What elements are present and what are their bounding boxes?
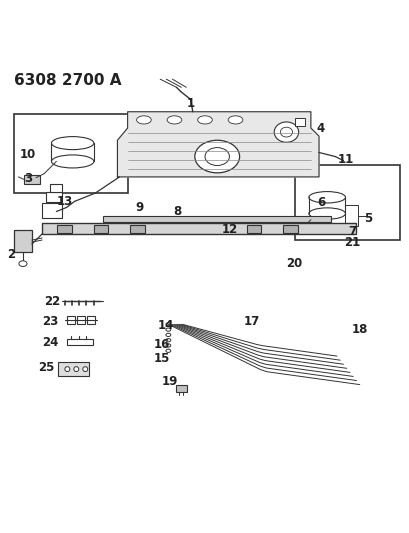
Text: 12: 12	[221, 223, 237, 236]
Text: 9: 9	[135, 201, 144, 214]
Ellipse shape	[166, 322, 171, 326]
Bar	[42, 222, 355, 234]
Bar	[294, 165, 400, 240]
Ellipse shape	[52, 155, 94, 168]
Bar	[13, 230, 32, 252]
Text: 20: 20	[286, 257, 302, 270]
Ellipse shape	[280, 127, 292, 137]
Text: 21: 21	[344, 236, 360, 249]
Bar	[42, 204, 62, 217]
Text: 11: 11	[337, 154, 353, 166]
Ellipse shape	[204, 148, 229, 166]
Text: 6: 6	[316, 196, 324, 208]
Text: 15: 15	[154, 352, 170, 365]
Ellipse shape	[197, 116, 212, 124]
Ellipse shape	[166, 344, 171, 347]
Bar	[283, 225, 297, 233]
Text: 7: 7	[348, 225, 355, 238]
Bar	[58, 362, 89, 376]
Text: 16: 16	[153, 338, 169, 351]
Ellipse shape	[136, 116, 151, 124]
Bar	[94, 225, 108, 233]
Ellipse shape	[274, 122, 298, 142]
Bar	[46, 192, 62, 202]
Text: 8: 8	[173, 205, 181, 218]
Text: 10: 10	[20, 148, 36, 161]
Text: 17: 17	[243, 315, 259, 328]
Bar	[130, 225, 145, 233]
Text: 25: 25	[38, 361, 54, 374]
Bar	[66, 316, 74, 324]
Text: 19: 19	[161, 375, 178, 388]
Ellipse shape	[166, 349, 171, 352]
Text: 2: 2	[7, 248, 16, 261]
Bar	[76, 316, 85, 324]
Ellipse shape	[52, 136, 94, 150]
Polygon shape	[117, 112, 318, 177]
Ellipse shape	[166, 338, 171, 342]
Ellipse shape	[83, 367, 88, 372]
Text: 24: 24	[42, 336, 58, 349]
Ellipse shape	[166, 328, 171, 331]
Bar	[246, 225, 261, 233]
Bar	[13, 114, 127, 193]
Bar	[66, 338, 93, 345]
Bar	[24, 175, 40, 184]
Text: 4: 4	[316, 122, 324, 134]
Text: 5: 5	[363, 212, 371, 225]
Text: 18: 18	[351, 323, 367, 336]
Ellipse shape	[167, 116, 181, 124]
Text: 13: 13	[56, 195, 72, 208]
Ellipse shape	[74, 367, 79, 372]
Ellipse shape	[228, 116, 242, 124]
Bar	[176, 385, 186, 392]
Text: 1: 1	[186, 97, 194, 110]
Bar	[87, 316, 95, 324]
Bar	[103, 215, 330, 222]
Ellipse shape	[65, 367, 70, 372]
Text: 23: 23	[42, 315, 58, 328]
Bar	[294, 118, 304, 126]
Text: 3: 3	[24, 173, 32, 185]
Ellipse shape	[194, 140, 239, 173]
Ellipse shape	[166, 333, 171, 336]
Ellipse shape	[308, 208, 345, 219]
Text: 22: 22	[44, 295, 60, 308]
Text: 14: 14	[158, 319, 174, 332]
Ellipse shape	[308, 191, 345, 203]
Text: 6308 2700 A: 6308 2700 A	[13, 73, 121, 88]
Ellipse shape	[19, 261, 27, 266]
Bar	[57, 225, 72, 233]
Bar	[345, 205, 357, 226]
Bar	[50, 184, 62, 192]
